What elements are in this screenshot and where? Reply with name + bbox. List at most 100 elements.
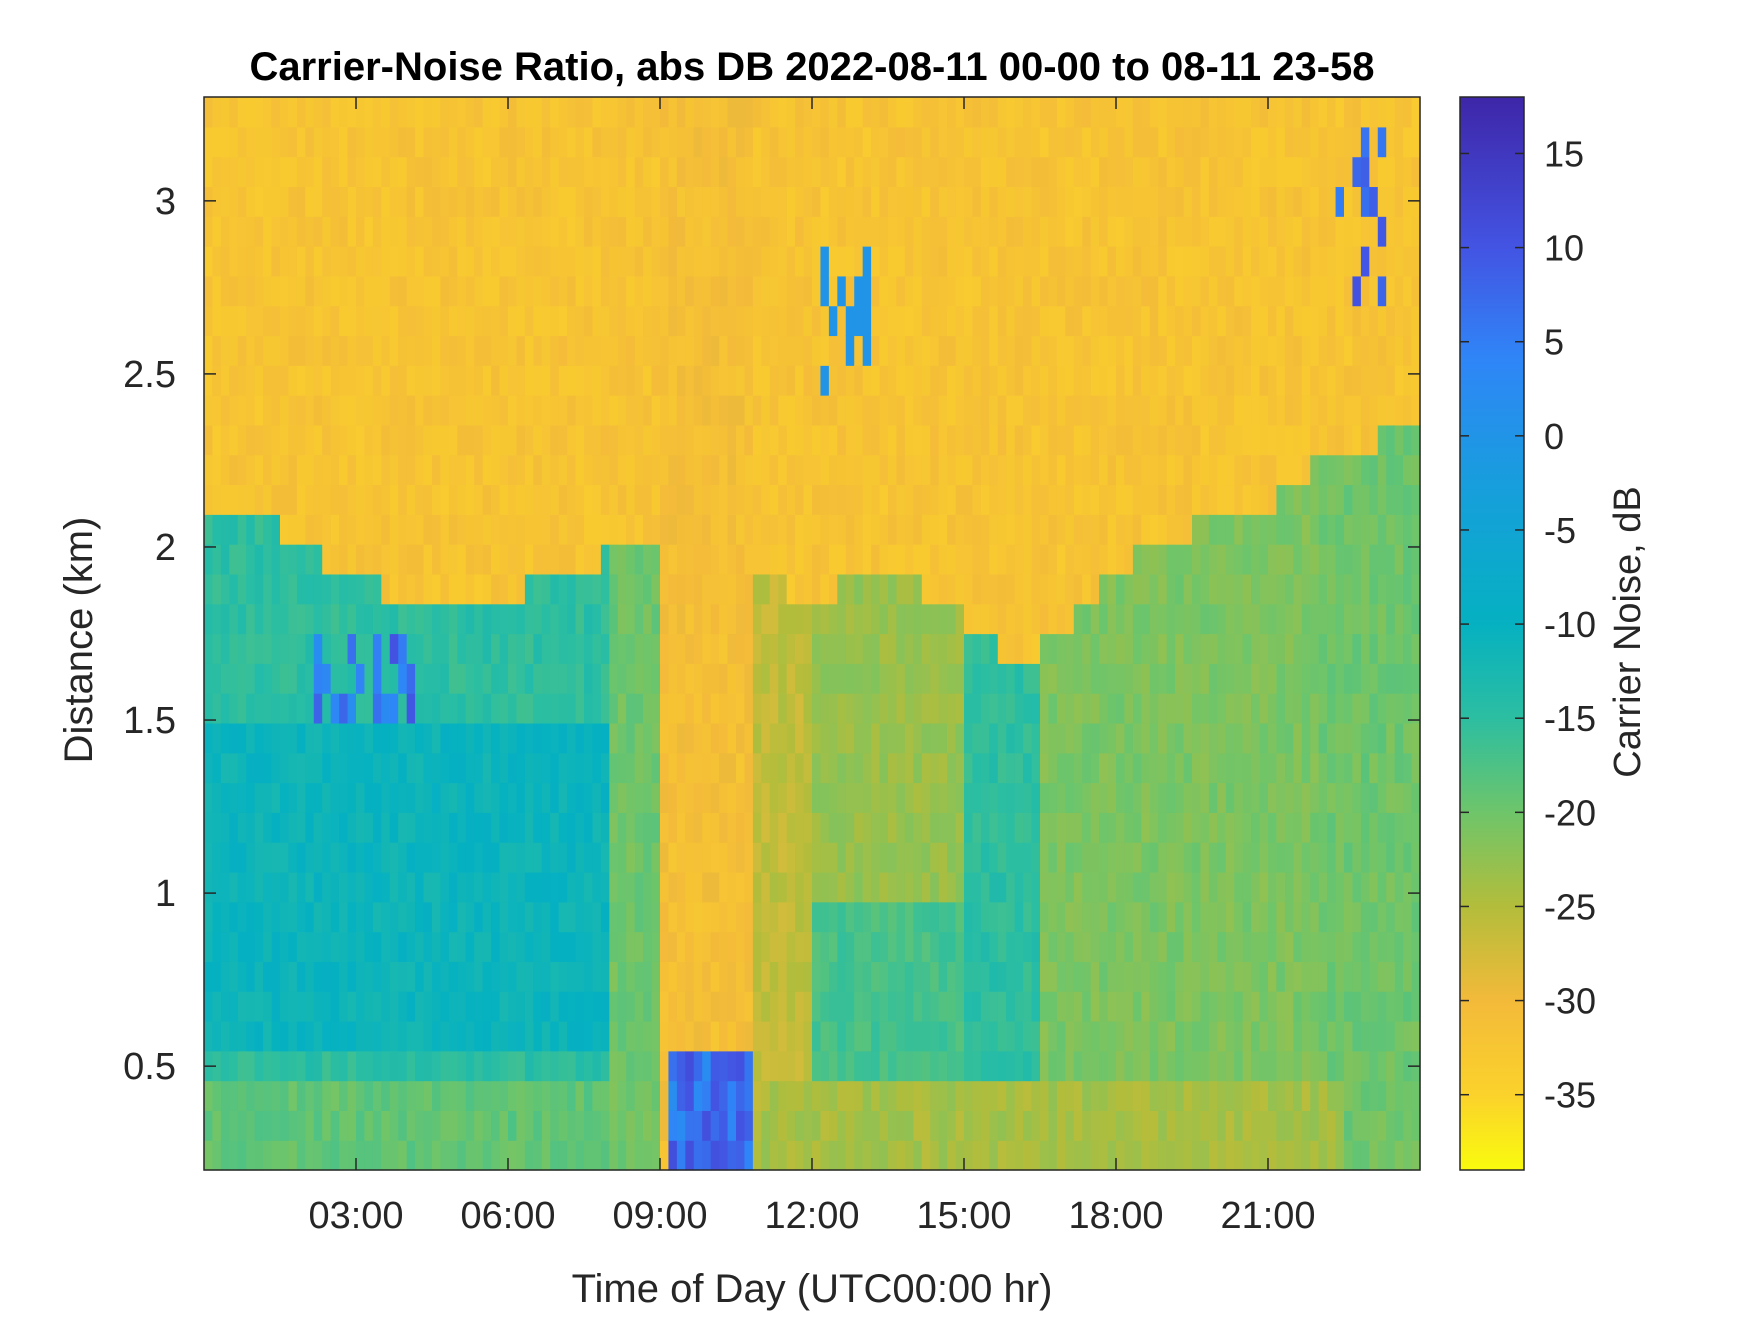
heatmap-cell [769, 693, 779, 724]
heatmap-cell [702, 1080, 712, 1111]
heatmap-cell [896, 186, 906, 217]
heatmap-cell [1014, 573, 1024, 605]
heatmap-cell [820, 454, 830, 486]
heatmap-cell [1234, 901, 1244, 933]
heatmap-cell [896, 633, 906, 664]
heatmap-cell [761, 335, 771, 366]
heatmap-cell [710, 1080, 720, 1111]
heatmap-cell [1360, 1050, 1370, 1082]
heatmap-cell [668, 842, 678, 873]
heatmap-cell [727, 1110, 737, 1141]
heatmap-cell [339, 454, 349, 486]
heatmap-cell [381, 275, 391, 307]
heatmap-cell [660, 633, 670, 664]
heatmap-cell [1031, 305, 1041, 337]
heatmap-cell [972, 1050, 982, 1082]
heatmap-cell [609, 961, 619, 992]
heatmap-cell [1099, 812, 1109, 843]
heatmap-cell [736, 991, 746, 1022]
heatmap-cell [1132, 961, 1142, 992]
heatmap-cell [938, 931, 948, 962]
heatmap-cell [930, 186, 940, 217]
heatmap-cell [288, 424, 298, 456]
heatmap-cell [693, 156, 703, 188]
heatmap-cell [1023, 246, 1033, 277]
heatmap-cell [828, 842, 838, 873]
heatmap-cell [1284, 1110, 1294, 1141]
heatmap-cell [913, 961, 923, 992]
heatmap-cell [1141, 1050, 1151, 1082]
heatmap-cell [491, 1140, 501, 1171]
heatmap-cell [651, 1140, 661, 1171]
heatmap-cell [1141, 1110, 1151, 1141]
heatmap-cell [888, 991, 898, 1022]
heatmap-cell [1344, 1080, 1354, 1111]
heatmap-cell [288, 1080, 298, 1111]
heatmap-cell [1251, 573, 1261, 605]
heatmap-cell [482, 335, 492, 366]
heatmap-cell [685, 365, 695, 396]
heatmap-cell [727, 275, 737, 307]
heatmap-cell [904, 603, 914, 635]
heatmap-cell [617, 424, 627, 456]
heatmap-cell [1082, 156, 1092, 188]
heatmap-cell [296, 782, 306, 813]
heatmap-cell [803, 1020, 813, 1052]
heatmap-cell [1107, 603, 1117, 635]
heatmap-cell [955, 752, 965, 784]
heatmap-cell [930, 335, 940, 366]
heatmap-cell [617, 216, 627, 247]
heatmap-cell [550, 961, 560, 992]
heatmap-cell [1344, 544, 1354, 575]
heatmap-cell [980, 246, 990, 277]
heatmap-cell [516, 812, 526, 843]
heatmap-cell [1276, 126, 1286, 158]
heatmap-cell [389, 961, 399, 992]
heatmap-cell [617, 1020, 627, 1052]
heatmap-cell [313, 365, 323, 396]
heatmap-cell [347, 126, 357, 158]
heatmap-cell [558, 1080, 568, 1111]
heatmap-cell [685, 961, 695, 992]
heatmap-cell [600, 1140, 610, 1171]
heatmap-cell [356, 871, 366, 903]
heatmap-cell [854, 246, 864, 277]
heatmap-cell [389, 693, 399, 724]
heatmap-cell [280, 335, 290, 366]
heatmap-cell [837, 424, 847, 456]
heatmap-cell [1234, 395, 1244, 426]
heatmap-cell [584, 782, 594, 813]
heatmap-cell [1360, 693, 1370, 724]
heatmap-cell [1217, 1050, 1227, 1082]
heatmap-cell [1158, 1050, 1168, 1082]
heatmap-cell [524, 633, 534, 664]
heatmap-cell [389, 991, 399, 1022]
heatmap-cell [693, 842, 703, 873]
heatmap-cell [710, 782, 720, 813]
heatmap-cell [1284, 1080, 1294, 1111]
heatmap-cell [347, 991, 357, 1022]
heatmap-cell [744, 395, 754, 426]
heatmap-cell [541, 484, 551, 515]
heatmap-cell [584, 842, 594, 873]
heatmap-cell [1327, 305, 1337, 337]
heatmap-cell [1310, 842, 1320, 873]
heatmap-cell [524, 126, 534, 158]
heatmap-cell [820, 544, 830, 575]
heatmap-cell [474, 484, 484, 515]
heatmap-cell [1268, 991, 1278, 1022]
heatmap-cell [364, 633, 374, 664]
heatmap-cell [457, 1020, 467, 1052]
heatmap-cell [1318, 544, 1328, 575]
heatmap-cell [575, 365, 585, 396]
heatmap-cell [296, 842, 306, 873]
heatmap-cell [491, 961, 501, 992]
heatmap-cell [980, 514, 990, 545]
heatmap-cell [1006, 126, 1016, 158]
heatmap-cell [339, 633, 349, 664]
heatmap-cell [600, 752, 610, 784]
heatmap-cell [600, 156, 610, 188]
heatmap-cell [820, 246, 830, 277]
heatmap-cell [1056, 842, 1066, 873]
heatmap-cell [752, 126, 762, 158]
